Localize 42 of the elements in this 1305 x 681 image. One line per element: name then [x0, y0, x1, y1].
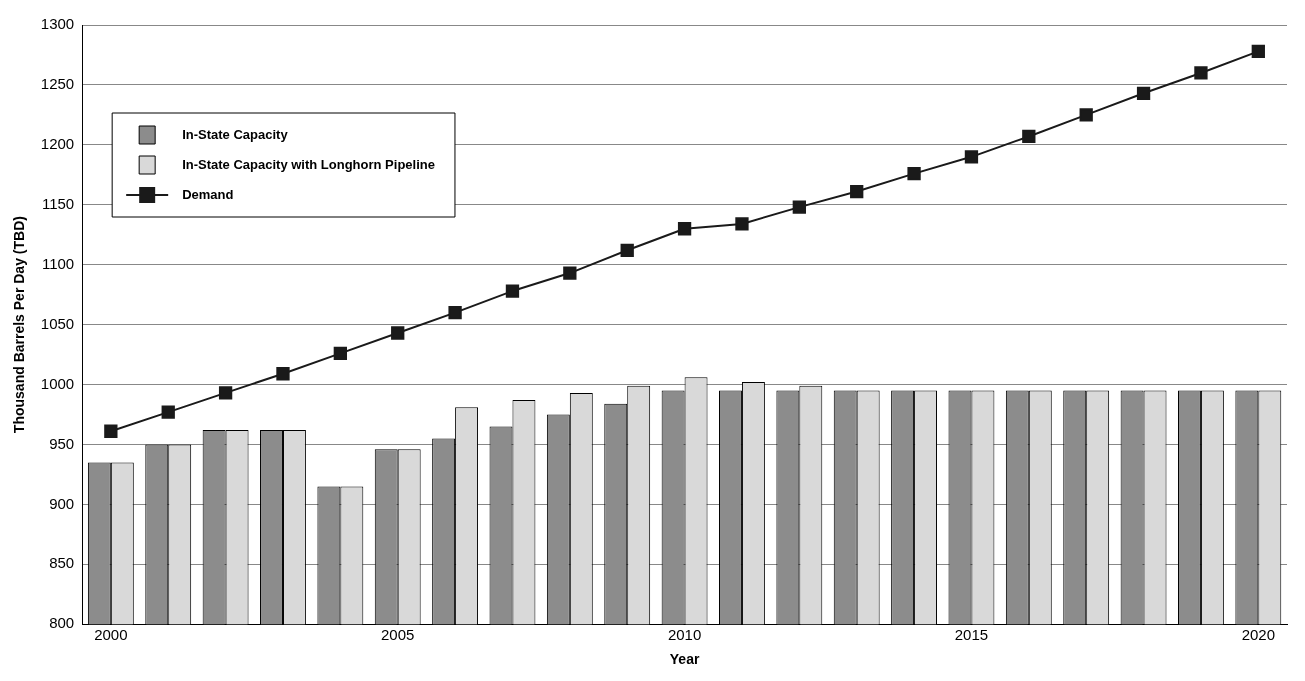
y-tick-label: 850 — [49, 554, 75, 572]
legend-label: In-State Capacity with Longhorn Pipeline — [182, 156, 435, 172]
x-tick-label: 2015 — [954, 626, 989, 644]
point — [964, 150, 979, 164]
point — [104, 424, 118, 438]
point — [907, 166, 921, 181]
x-tick-label: 2010 — [667, 626, 702, 644]
point — [1251, 44, 1265, 59]
point — [161, 405, 175, 419]
point — [448, 305, 462, 320]
x-tick-label: 2020 — [1241, 626, 1275, 644]
point — [505, 284, 520, 298]
y-tick-label: 1100 — [41, 254, 75, 272]
point — [850, 184, 864, 199]
y-tick-label: 950 — [49, 434, 75, 452]
x-tick-label: 2005 — [381, 626, 415, 644]
legend-label: In-State Capacity — [182, 126, 289, 142]
point — [1194, 66, 1208, 80]
y-tick-label: 1000 — [40, 374, 75, 392]
point — [1022, 129, 1036, 144]
x-tick-label: 2000 — [94, 626, 128, 644]
y-tick-label: 1300 — [40, 15, 75, 33]
point — [735, 217, 749, 231]
y-tick-label: 1200 — [40, 134, 75, 152]
point — [563, 266, 577, 280]
y-tick-label: 1250 — [40, 75, 75, 93]
x-axis-title: Year — [669, 651, 700, 668]
point — [1136, 86, 1151, 100]
y-tick-label: 900 — [49, 494, 75, 512]
point — [218, 386, 233, 400]
point — [333, 346, 347, 361]
y-tick-label: 800 — [49, 614, 75, 632]
y-tick-label: 1050 — [40, 314, 75, 332]
legend-label: Demand — [182, 186, 234, 202]
point — [391, 326, 405, 340]
y-axis-title: Thousand Barrels Per Day (TBD) — [11, 216, 28, 434]
point — [792, 200, 806, 214]
point — [620, 243, 634, 257]
y-tick-label: 1150 — [41, 194, 75, 212]
point — [276, 367, 290, 381]
point — [677, 222, 692, 236]
point — [1079, 108, 1093, 122]
